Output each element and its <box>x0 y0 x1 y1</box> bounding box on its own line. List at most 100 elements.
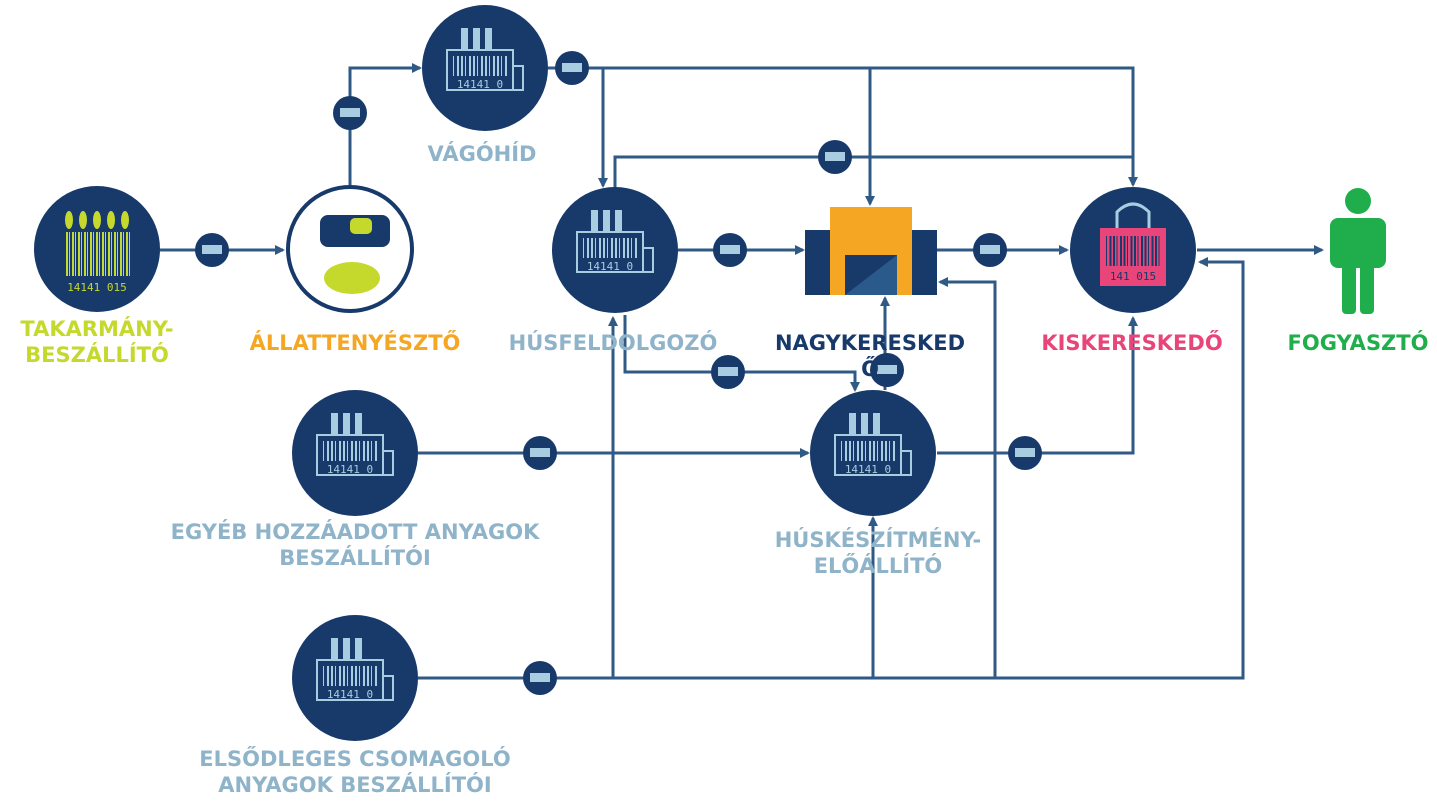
chimney <box>355 638 362 660</box>
barcode-bar <box>1152 236 1154 266</box>
barcode-bar <box>1131 236 1133 266</box>
barcode-bar <box>1138 236 1139 266</box>
barcode-bar <box>351 666 353 686</box>
barcode-bar <box>591 238 593 258</box>
transport-icon <box>1008 436 1042 470</box>
barcode-bar <box>120 232 122 276</box>
transport-icon <box>195 233 229 267</box>
barcode-bar <box>351 441 353 461</box>
barcode-bar <box>1141 236 1143 266</box>
barcode-bar <box>78 232 80 276</box>
barcode-bar <box>75 232 76 276</box>
barcode-bar <box>327 441 329 461</box>
chimney <box>873 413 880 435</box>
barcode-bar <box>343 441 345 461</box>
barcode-bar <box>481 56 483 76</box>
chimney <box>355 413 362 435</box>
truck <box>877 365 897 374</box>
barcode-bar <box>1120 236 1122 266</box>
node-label: ÁLLATTENYÉSZTŐ <box>250 330 461 355</box>
barcode-bar <box>615 238 617 258</box>
barcode-bar <box>627 238 629 258</box>
transport-icon <box>523 661 557 695</box>
cow-patch <box>350 218 372 234</box>
chimney <box>591 210 598 232</box>
barcode-bar <box>869 441 871 461</box>
barcode-bar <box>99 232 100 276</box>
chimney <box>861 413 868 435</box>
chimney <box>615 210 622 232</box>
barcode-bar <box>587 238 589 258</box>
barcode-bar <box>323 666 324 686</box>
truck <box>718 367 738 376</box>
barcode-bar <box>497 56 499 76</box>
factory-node: 14141 0 <box>292 615 418 741</box>
barcode-bar <box>108 232 110 276</box>
barcode-bar <box>861 441 863 461</box>
chimney <box>461 28 468 50</box>
wheat <box>65 211 73 229</box>
barcode-text: 14141 0 <box>327 688 373 701</box>
barcode-bar <box>611 238 613 258</box>
retail-node: 141 015 <box>1070 187 1196 313</box>
barcode-bar <box>126 232 128 276</box>
barcode-bar <box>375 441 377 461</box>
barcode-bar <box>359 666 360 686</box>
node-label: BESZÁLLÍTÓI <box>279 545 431 570</box>
node-label: FOGYASZTÓ <box>1288 330 1429 355</box>
barcode-bar <box>129 232 130 276</box>
chimney <box>485 28 492 50</box>
barcode-bar <box>355 666 357 686</box>
barcode-bar <box>631 238 632 258</box>
barcode-bar <box>96 232 98 276</box>
truck <box>562 63 582 72</box>
barcode-bar <box>331 666 333 686</box>
barcode-bar <box>845 441 847 461</box>
barcode-bar <box>93 232 94 276</box>
node-label: TAKARMÁNY- <box>20 316 173 341</box>
barcode-bar <box>583 238 584 258</box>
chimney <box>849 413 856 435</box>
barcode-bar <box>457 56 459 76</box>
barcode-bar <box>489 56 490 76</box>
factory-node: 14141 0 <box>552 187 678 313</box>
barcode-bar <box>363 441 365 461</box>
barcode-bar <box>327 666 329 686</box>
barcode-bar <box>877 441 878 461</box>
barcode-bar <box>339 666 341 686</box>
barcode-text: 14141 0 <box>587 260 633 273</box>
node-label: ELŐÁLLÍTÓ <box>814 553 943 578</box>
truck <box>720 245 740 254</box>
truck <box>202 245 222 254</box>
barcode-bar <box>1106 236 1107 266</box>
barcode-bar <box>603 238 605 258</box>
chimney <box>343 638 350 660</box>
barcode-bar <box>623 238 625 258</box>
barcode-bar <box>111 232 112 276</box>
barcode-bar <box>335 666 336 686</box>
barcode-bar <box>595 238 596 258</box>
barcode-bar <box>493 56 495 76</box>
node-label: Ő <box>861 356 879 381</box>
barcode-bar <box>873 441 875 461</box>
wholesaler-icon <box>805 207 937 295</box>
barcode-bar <box>485 56 487 76</box>
node-label: NAGYKERESKED <box>775 331 965 355</box>
barcode-text: 14141 015 <box>67 281 127 294</box>
barcode-bar <box>359 441 360 461</box>
barcode-bar <box>371 441 372 461</box>
feed-node: 14141 015 <box>34 186 160 312</box>
wheat <box>121 211 129 229</box>
barcode-bar <box>461 56 463 76</box>
barcode-bar <box>323 441 324 461</box>
supply-chain-diagram: 14141 01514141 014141 014141 014141 0141… <box>0 0 1437 799</box>
barcode-bar <box>339 441 341 461</box>
wheat <box>93 211 101 229</box>
barcode-bar <box>453 56 454 76</box>
barcode-bar <box>114 232 116 276</box>
barcode-bar <box>66 232 68 276</box>
transport-icon <box>523 436 557 470</box>
barcode-bar <box>331 441 333 461</box>
barcode-bar <box>371 666 372 686</box>
